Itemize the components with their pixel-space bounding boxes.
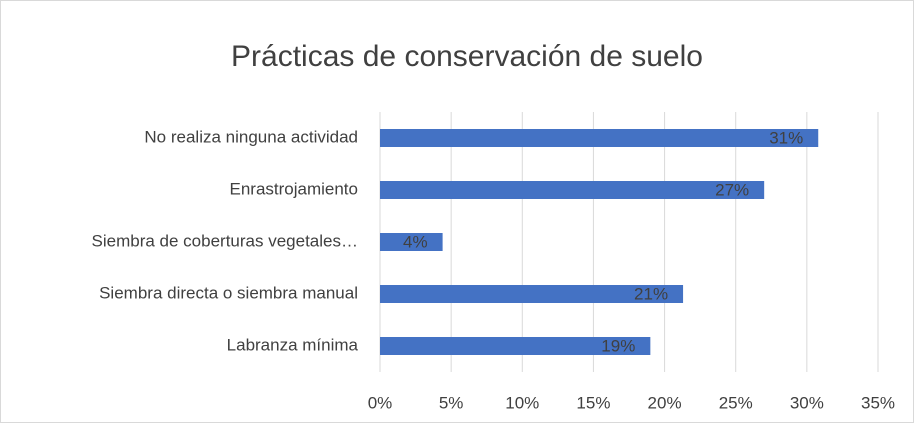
data-label: 27% (715, 180, 749, 199)
chart-title: Prácticas de conservación de suelo (231, 40, 703, 73)
y-tick-label: Labranza mínima (227, 335, 359, 354)
bar (380, 233, 443, 251)
x-tick-label: 15% (576, 393, 610, 412)
x-tick-label: 30% (790, 393, 824, 412)
x-tick-label: 25% (719, 393, 753, 412)
y-tick-label: Enrastrojamiento (229, 179, 358, 198)
data-label: 4% (403, 232, 428, 251)
x-tick-label: 20% (648, 393, 682, 412)
y-tick-label: Siembra directa o siembra manual (99, 283, 358, 302)
bar (380, 337, 651, 355)
x-tick-label: 35% (861, 393, 895, 412)
x-tick-label: 5% (439, 393, 464, 412)
y-tick-label: No realiza ninguna actividad (144, 127, 358, 146)
data-label: 19% (601, 336, 635, 355)
data-label: 21% (634, 284, 668, 303)
bar (380, 285, 684, 303)
x-tick-label: 10% (505, 393, 539, 412)
x-tick-label: 0% (368, 393, 393, 412)
bar (380, 129, 819, 147)
bar (380, 181, 765, 199)
y-tick-label: Siembra de coberturas vegetales… (92, 231, 358, 250)
data-label: 31% (769, 128, 803, 147)
